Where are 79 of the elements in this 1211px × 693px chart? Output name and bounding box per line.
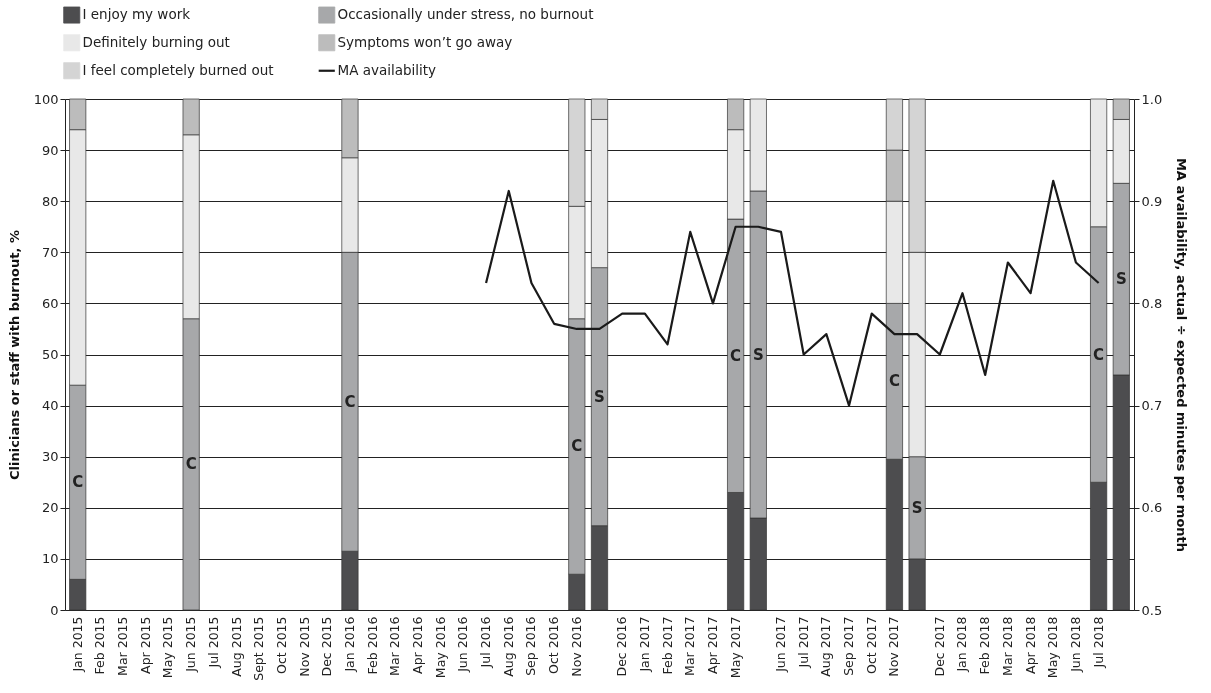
- x-tick-label: Feb 2017: [659, 616, 675, 675]
- y2-tick-label: 0.8: [1141, 295, 1163, 311]
- y2-tick-label: 1.0: [1141, 91, 1163, 107]
- y-tick-label: 100: [33, 91, 59, 107]
- y2-tick-label: 0.7: [1141, 398, 1163, 414]
- x-tick-label: Jan 2015: [69, 616, 85, 673]
- x-tick-label: Jun 2016: [455, 616, 471, 673]
- x-tick-label: Sep 2016: [523, 616, 539, 676]
- legend-label: I enjoy my work: [82, 6, 191, 23]
- x-tick-label: Sept 2015: [251, 616, 267, 681]
- y-tick-label: 20: [41, 500, 59, 516]
- y-tick-label: 90: [41, 142, 59, 158]
- x-tick-label: Aug 2015: [228, 616, 244, 677]
- y2-axis-title: MA availability, actual ÷ expected minutes per month: [1174, 157, 1190, 553]
- x-tick-label: May 2016: [432, 616, 448, 679]
- x-tick-label: Jun 2015: [183, 616, 199, 673]
- legend-label: Symptoms won’t go away: [337, 33, 513, 50]
- x-tick-label: Jun 2017: [772, 616, 788, 673]
- x-tick-label: Jul 2018: [1090, 616, 1106, 669]
- x-tick-label: Apr 2015: [137, 616, 153, 674]
- x-tick-label: Jan 2016: [341, 616, 357, 673]
- y-tick-label: 80: [41, 193, 59, 209]
- data-label: C: [344, 392, 356, 411]
- data-label: C: [72, 473, 84, 492]
- data-label: C: [730, 346, 742, 365]
- x-tick-label: Sep 2017: [841, 616, 857, 676]
- x-tick-label: Feb 2018: [977, 616, 993, 675]
- x-tick-label: Nov 2016: [568, 616, 584, 677]
- y-tick-label: 70: [41, 244, 59, 260]
- y2-tick-label: 0.5: [1141, 602, 1163, 618]
- y-tick-label: 10: [41, 551, 59, 567]
- legend-label: MA availability: [337, 61, 437, 78]
- x-tick-label: May 2017: [727, 616, 743, 679]
- x-tick-label: Jan 2018: [954, 616, 970, 673]
- x-tick-label: Feb 2015: [92, 616, 108, 675]
- y-tick-label: 0: [50, 602, 59, 618]
- data-label: S: [594, 387, 605, 406]
- data-label: C: [185, 455, 197, 474]
- x-tick-label: Jul 2015: [205, 616, 221, 669]
- x-tick-label: Jul 2017: [795, 616, 811, 669]
- data-label: S: [1115, 270, 1127, 289]
- y-tick-label: 60: [41, 295, 59, 311]
- data-label: C: [1093, 345, 1105, 364]
- y-tick-label: 30: [41, 449, 59, 465]
- data-label: S: [911, 498, 923, 517]
- x-tick-label: Aug 2017: [818, 616, 834, 677]
- x-tick-label: Jul 2016: [478, 616, 494, 669]
- data-label: C: [571, 437, 583, 456]
- legend-label: I feel completely burned out: [82, 61, 274, 78]
- x-tick-label: Aug 2016: [500, 616, 516, 677]
- x-tick-label: Oct 2017: [863, 616, 879, 674]
- x-tick-label: Oct 2016: [546, 616, 562, 674]
- x-tick-label: Dec 2015: [319, 616, 335, 677]
- x-tick-label: Nov 2015: [296, 616, 312, 677]
- x-tick-label: Apr 2017: [704, 616, 720, 674]
- data-label: C: [888, 372, 900, 391]
- y-tick-label: 50: [41, 347, 59, 362]
- x-tick-label: May 2015: [160, 616, 176, 679]
- y2-tick-label: 0.9: [1141, 193, 1163, 209]
- y2-tick-label: 0.6: [1141, 500, 1163, 516]
- x-tick-label: Oct 2015: [273, 616, 289, 674]
- x-tick-label: Jun 2018: [1067, 616, 1083, 673]
- x-tick-label: Mar 2016: [387, 616, 403, 676]
- x-tick-label: Nov 2017: [886, 616, 902, 677]
- x-tick-label: Dec 2017: [931, 616, 947, 677]
- y-tick-label: 40: [41, 398, 59, 414]
- x-tick-label: Dec 2016: [614, 616, 630, 677]
- x-tick-label: Feb 2016: [364, 616, 380, 675]
- legend-label: Occasionally under stress, no burnout: [337, 6, 594, 23]
- y-axis-title: Clinicians or staff with burnout, %: [6, 230, 22, 480]
- x-tick-label: Jan 2017: [636, 616, 652, 673]
- x-tick-label: Apr 2016: [410, 616, 426, 674]
- data-label: S: [752, 345, 764, 364]
- x-tick-label: Apr 2018: [1022, 616, 1038, 674]
- x-tick-label: May 2018: [1045, 616, 1061, 679]
- x-tick-label: Mar 2015: [115, 616, 131, 676]
- legend-label: Definitely burning out: [82, 33, 230, 50]
- x-tick-label: Mar 2018: [999, 616, 1015, 676]
- x-tick-label: Mar 2017: [682, 616, 698, 676]
